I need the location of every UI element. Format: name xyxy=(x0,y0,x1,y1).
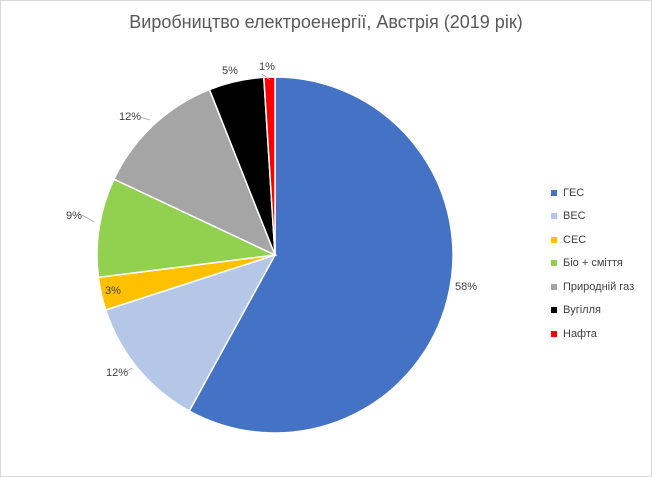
legend-label: Біо + сміття xyxy=(563,257,623,270)
legend-item: СЕС xyxy=(551,228,651,252)
legend-label: ГЕС xyxy=(563,186,585,199)
legend-label: Нафта xyxy=(563,327,597,340)
legend-swatch xyxy=(551,283,557,290)
leader-line xyxy=(139,116,151,121)
legend-label: Природній газ xyxy=(563,280,635,293)
data-label: 12% xyxy=(119,111,141,123)
legend-item: Нафта xyxy=(551,322,651,346)
legend-label: Вугілля xyxy=(563,304,601,317)
data-label: 12% xyxy=(106,367,128,379)
pie-slice xyxy=(96,178,278,279)
legend-item: Вугілля xyxy=(551,299,651,323)
legend-label: ВЕС xyxy=(563,210,586,223)
pie-slice xyxy=(104,253,277,412)
pie-slice xyxy=(263,76,276,256)
legend-swatch xyxy=(551,236,557,243)
legend-swatch xyxy=(551,213,557,220)
legend-swatch xyxy=(551,307,557,314)
legend-item: Біо + сміття xyxy=(551,252,651,276)
legend-swatch xyxy=(551,189,557,196)
leader-line xyxy=(81,214,95,223)
data-label: 3% xyxy=(105,285,121,297)
legend-label: СЕС xyxy=(563,233,587,246)
leader-line xyxy=(125,367,133,373)
legend-swatch xyxy=(551,330,557,337)
leader-line xyxy=(261,73,271,81)
data-label: 9% xyxy=(66,210,82,222)
legend: ГЕС ВЕС СЕС Біо + сміття Природній газ Вугілл… xyxy=(551,181,651,346)
legend-item: Природній газ xyxy=(551,275,651,299)
data-label: 58% xyxy=(455,281,477,293)
pie-slice xyxy=(112,88,277,257)
legend-item: ГЕС xyxy=(551,181,651,205)
legend-swatch xyxy=(551,260,557,267)
legend-item: ВЕС xyxy=(551,205,651,229)
data-label: 5% xyxy=(222,65,238,77)
data-label: 1% xyxy=(259,61,275,73)
pie-slice xyxy=(188,76,454,434)
chart-title: Виробництво електроенергії, Австрія (201… xyxy=(129,12,523,32)
